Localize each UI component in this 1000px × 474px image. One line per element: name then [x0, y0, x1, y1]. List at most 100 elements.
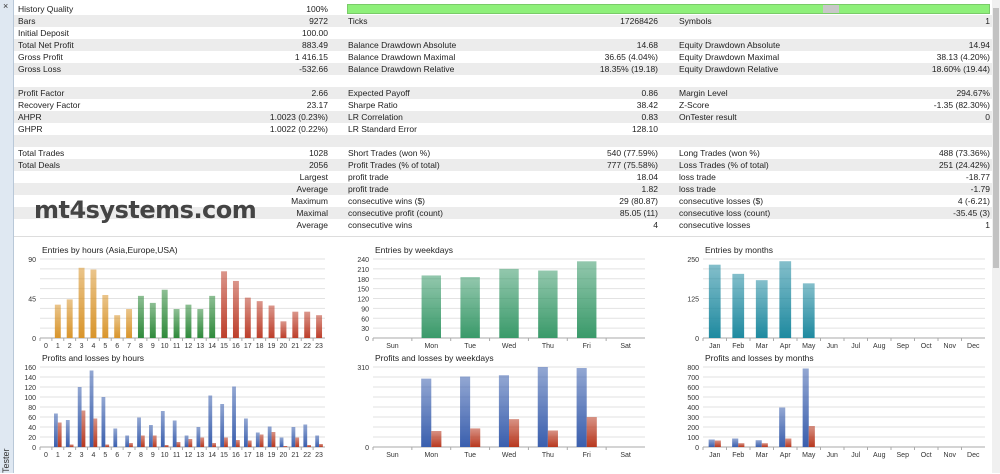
stat-label: Symbols [679, 16, 712, 26]
profit-bar [160, 411, 165, 447]
loss-bar [271, 432, 276, 447]
chart-title: Profits and losses by weekdays [375, 353, 494, 363]
stat-label: Balance Drawdown Maximal [348, 52, 456, 62]
stat-label: Balance Drawdown Absolute [348, 40, 457, 50]
table-row: Gross Profit 1 416.15 Balance Drawdown Max… [14, 51, 992, 63]
profit-bar [172, 420, 177, 447]
loss-bar [140, 435, 145, 447]
loss-bar [69, 444, 74, 447]
stat-label: Loss Trades (% of total) [679, 160, 769, 170]
x-tick-label: 18 [256, 452, 264, 459]
loss-bar [509, 419, 520, 447]
stat-value: Average [296, 220, 328, 230]
bar [90, 269, 97, 338]
x-tick-label: Fri [583, 452, 592, 459]
profit-bar [708, 439, 715, 447]
stat-label: LR Correlation [348, 112, 403, 122]
y-tick-label: 0 [695, 336, 699, 343]
x-tick-label: Sun [386, 452, 399, 459]
table-row: Total Deals 2056 Profit Trades (% of total… [14, 159, 992, 171]
profit-bar [89, 370, 94, 447]
stat-value: 100.00 [302, 28, 328, 38]
x-tick-label: 3 [80, 452, 84, 459]
stat-label: consecutive losses ($) [679, 196, 764, 206]
loss-bar [129, 443, 133, 447]
stat-value: -18.77 [965, 172, 990, 182]
table-row: Profit Factor 2.66 Expected Payoff 0.86 Marg… [14, 87, 992, 99]
table-row: Total Trades 1028 Short Trades (won %) 540 … [14, 147, 992, 159]
profit-bar [220, 404, 225, 447]
table-row: History Quality 100% [14, 3, 992, 15]
profit-bar [460, 376, 471, 447]
bar [538, 270, 558, 338]
loss-bar [200, 437, 205, 447]
stat-value: 777 (75.58%) [606, 160, 658, 170]
charts-area: Entries by hours (Asia,Europe,USA) 0 45 90 0… [14, 236, 992, 473]
bar [244, 297, 251, 338]
bar [54, 304, 61, 338]
profit-bar [65, 420, 70, 447]
stat-value: 488 (73.36%) [938, 148, 990, 158]
bar [256, 301, 263, 338]
y-tick-label: 120 [24, 385, 36, 392]
close-icon[interactable]: × [3, 1, 9, 11]
table-row: Recovery Factor 23.17 Sharpe Ratio 38.42 Z-S… [14, 99, 992, 111]
stat-value: 1.0023 (0.23%) [269, 112, 328, 122]
tester-tab-label[interactable]: Tester [1, 448, 11, 473]
x-tick-label: Wed [502, 343, 516, 350]
bar [779, 261, 792, 338]
x-tick-label: Mon [424, 452, 438, 459]
loss-bar [247, 440, 252, 447]
y-tick-label: 600 [687, 385, 699, 392]
bar [292, 311, 299, 338]
stat-value: 1 416.15 [294, 52, 328, 62]
scrollbar-thumb[interactable] [993, 8, 999, 268]
vertical-scrollbar[interactable] [992, 0, 1000, 473]
y-tick-label: 0 [32, 336, 36, 343]
y-tick-label: 250 [687, 257, 699, 264]
profit-bar [755, 440, 762, 447]
table-row: AHPR 1.0023 (0.23%) LR Correlation 0.83 OnTe… [14, 111, 992, 123]
profit-bar [576, 368, 587, 447]
x-tick-label: 7 [127, 452, 131, 459]
x-tick-label: 11 [173, 452, 180, 459]
stat-label: Gross Loss [18, 64, 61, 74]
x-tick-label: Wed [502, 452, 516, 459]
profit-bar [184, 435, 189, 447]
x-tick-label: Mar [756, 343, 769, 350]
stat-value: 18.60% (19.44) [931, 64, 990, 74]
stat-value: 0.86 [641, 88, 658, 98]
x-tick-label: 20 [280, 343, 288, 350]
stat-value: 1 [985, 16, 990, 26]
table-row: Average profit trade 1.82 loss trade -1.79 [14, 183, 992, 195]
y-tick-label: 300 [687, 415, 699, 422]
profit-bar [537, 367, 548, 447]
stat-label: Equity Drawdown Relative [679, 64, 779, 74]
x-tick-label: 8 [139, 343, 143, 350]
profit-bar [196, 427, 201, 447]
x-tick-label: Apr [780, 343, 792, 350]
x-tick-label: 8 [139, 452, 143, 459]
x-tick-label: 10 [161, 343, 169, 350]
table-row: Average consecutive wins 4 consecutive loss… [14, 219, 992, 231]
stat-value: 294.67% [956, 88, 990, 98]
table-row [14, 135, 992, 147]
y-tick-label: 700 [687, 375, 699, 382]
chart-title: Entries by weekdays [375, 245, 453, 255]
x-tick-label: Tue [464, 343, 476, 350]
x-tick-label: 9 [151, 343, 155, 350]
bar [78, 267, 85, 338]
stat-label: Bars [18, 16, 36, 26]
y-tick-label: 100 [24, 395, 36, 402]
stat-value: Maximum [291, 196, 328, 206]
bar [66, 299, 73, 338]
x-tick-label: Jul [851, 452, 860, 459]
loss-bar [761, 443, 768, 447]
loss-bar [470, 428, 481, 447]
x-tick-label: 22 [303, 452, 311, 459]
bar [421, 275, 441, 338]
bar [732, 273, 745, 338]
history-quality-bar [347, 4, 990, 14]
stat-label: Gross Profit [18, 52, 63, 62]
stat-label: consecutive wins [348, 220, 413, 230]
